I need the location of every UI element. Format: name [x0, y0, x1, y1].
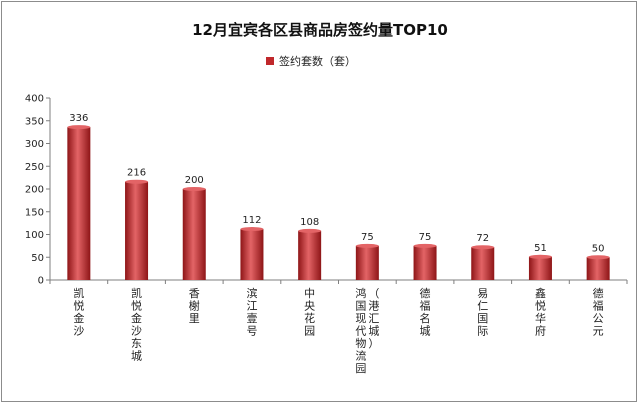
bar: [413, 245, 437, 280]
category-label: 鑫悦华府: [535, 286, 546, 338]
bar-cap: [355, 243, 379, 248]
category-label: 德福名城: [420, 286, 431, 338]
category-label: 滨江壹号: [246, 286, 257, 338]
bar: [586, 257, 610, 280]
bar: [125, 181, 149, 280]
data-label: 112: [242, 215, 261, 226]
category-label: 德福公元: [593, 286, 604, 338]
category-label: 凯悦金沙: [73, 287, 84, 338]
bar-cap: [528, 254, 552, 259]
y-tick-label: 200: [25, 185, 44, 196]
legend: 签约套数（套）: [266, 54, 356, 68]
bar-cap: [586, 255, 610, 260]
category-label: 凯悦金沙东城: [131, 287, 142, 363]
data-labels: 336 216 200 112 108 75 75 72 51 50: [69, 113, 604, 254]
category-label: 鸿国现代物流园: [355, 286, 366, 375]
bar: [182, 189, 206, 280]
bar-cap: [240, 227, 264, 232]
y-tick-label: 100: [25, 230, 44, 241]
bar: [67, 127, 91, 281]
category-label: （港汇城）: [368, 287, 379, 350]
data-label: 336: [69, 113, 88, 124]
bar: [298, 230, 322, 280]
data-label: 50: [592, 243, 605, 254]
legend-label: 签约套数（套）: [279, 54, 356, 68]
y-tick-label: 250: [25, 162, 44, 173]
y-tick-label: 350: [25, 116, 44, 127]
bar-cap: [67, 125, 91, 130]
bar-cap: [298, 228, 322, 233]
category-label: 中央花园: [304, 287, 315, 338]
category-label: 易仁国际: [477, 287, 488, 338]
data-label: 108: [300, 217, 319, 228]
y-tick-label: 50: [31, 253, 44, 264]
bar: [528, 256, 552, 280]
category-labels: 凯悦金沙 凯悦金沙东城 香榭里 滨江壹号 中央花园 鸿国现代物流园（港汇城） 德福名城 易仁国…: [73, 286, 603, 375]
data-label: 75: [361, 232, 374, 243]
bar-cap: [125, 179, 149, 184]
y-tick-label: 300: [25, 139, 44, 150]
y-tick-label: 150: [25, 207, 44, 218]
bar: [240, 229, 264, 280]
chart-title: 12月宜宾各区县商品房签约量TOP10: [192, 21, 448, 39]
data-label: 216: [127, 168, 146, 179]
bar-cap: [471, 245, 495, 250]
category-label: 香榭里: [189, 287, 200, 325]
data-label: 75: [419, 232, 432, 243]
bar: [355, 245, 379, 280]
data-label: 200: [185, 175, 204, 186]
data-label: 72: [476, 233, 489, 244]
bar-cap: [182, 187, 206, 191]
y-tick-label: 0: [38, 276, 44, 287]
legend-swatch: [266, 57, 274, 65]
bar: [471, 247, 495, 280]
bars: [67, 125, 610, 281]
data-label: 51: [534, 243, 547, 254]
y-tick-label: 400: [25, 94, 44, 105]
bar-cap: [413, 243, 437, 248]
